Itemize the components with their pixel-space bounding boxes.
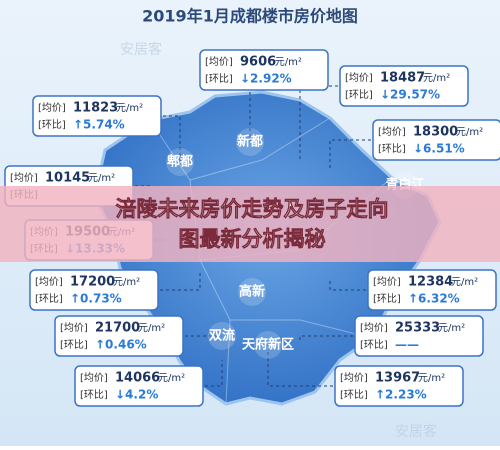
avg-label: [均价] <box>205 56 233 68</box>
banner-text: 图最新分析揭秘 <box>179 227 326 251</box>
avg-label: [均价] <box>80 372 108 384</box>
leader-line <box>329 139 437 170</box>
unit: 元/m² <box>418 373 445 384</box>
unit: 元/m² <box>88 173 115 184</box>
avg-label: [均价] <box>35 276 63 288</box>
avg-value: 11823 <box>73 101 118 116</box>
change-label: [环比] <box>60 339 88 351</box>
avg-value: 18300 <box>413 125 458 140</box>
change-value: ↑0.46% <box>95 338 147 352</box>
leader-line <box>299 335 419 340</box>
unit: 元/m² <box>456 127 483 138</box>
unit: 元/m² <box>438 323 465 334</box>
change-value: ↑5.74% <box>73 118 125 132</box>
change-value: ↓29.57% <box>380 88 440 102</box>
callout-box <box>339 65 469 107</box>
callout-box <box>354 315 484 357</box>
district-label: 双流 <box>209 328 235 344</box>
district-glow <box>208 322 236 350</box>
district-label: 高新 <box>239 284 265 300</box>
avg-value: 18487 <box>380 71 425 86</box>
unit: 元/m² <box>116 103 143 114</box>
avg-value: 12384 <box>408 275 453 290</box>
change-label: [环比] <box>205 73 233 85</box>
watermark: 安居客 <box>395 423 437 440</box>
change-label: [环比] <box>340 389 368 401</box>
avg-label: [均价] <box>373 276 401 288</box>
avg-label: [均价] <box>340 372 368 384</box>
district-label: 新都 <box>237 134 263 150</box>
change-value: ↓4.2% <box>115 388 158 402</box>
district-glow <box>166 148 194 176</box>
callout-box <box>29 269 159 311</box>
callout-box <box>334 365 464 407</box>
change-value: ↓6.51% <box>413 142 465 156</box>
avg-value: 25333 <box>395 321 440 336</box>
unit: 元/m² <box>423 73 450 84</box>
avg-value: 21700 <box>95 321 140 336</box>
change-label: [环比] <box>345 89 373 101</box>
avg-value: 9606 <box>240 55 276 70</box>
change-label: [环比] <box>360 339 388 351</box>
unit: 元/m² <box>158 373 185 384</box>
callout-box <box>74 365 204 407</box>
avg-label: [均价] <box>10 172 38 184</box>
change-label: [环比] <box>80 389 108 401</box>
district-glow <box>238 278 266 306</box>
unit: 元/m² <box>451 277 478 288</box>
avg-label: [均价] <box>60 322 88 334</box>
avg-label: [均价] <box>38 102 66 114</box>
avg-label: [均价] <box>345 72 373 84</box>
change-value: ↑6.32% <box>408 292 460 306</box>
banner <box>0 186 500 262</box>
callout-box <box>32 95 162 137</box>
watermark: 安居客 <box>120 41 162 58</box>
district-glow <box>236 128 264 156</box>
change-value: ↑0.73% <box>70 292 122 306</box>
avg-value: 17200 <box>70 275 115 290</box>
leader-line <box>329 280 432 291</box>
callout-box <box>54 315 184 357</box>
change-label: [环比] <box>38 119 66 131</box>
district-label: 郫都 <box>167 154 193 170</box>
unit: 元/m² <box>275 57 302 68</box>
callout-box <box>199 49 329 91</box>
avg-value: 14066 <box>115 371 160 386</box>
avg-value: 10145 <box>45 171 90 186</box>
change-label: [环比] <box>378 143 406 155</box>
change-label: [环比] <box>373 293 401 305</box>
change-label: [环比] <box>35 293 63 305</box>
change-value: —— <box>395 338 419 352</box>
callout-box <box>367 269 497 311</box>
callout-box <box>372 119 500 161</box>
unit: 元/m² <box>138 323 165 334</box>
avg-value: 13967 <box>375 371 420 386</box>
unit: 元/m² <box>113 277 140 288</box>
title: 2019年1月成都楼市房价地图 <box>142 7 358 26</box>
banner-text: 涪陵未来房价走势及房子走向 <box>116 197 389 221</box>
district-glow <box>254 331 282 359</box>
avg-label: [均价] <box>378 126 406 138</box>
change-value: ↓2.92% <box>240 72 292 86</box>
change-value: ↑2.23% <box>375 388 427 402</box>
avg-label: [均价] <box>360 322 388 334</box>
district-label: 天府新区 <box>242 337 294 353</box>
